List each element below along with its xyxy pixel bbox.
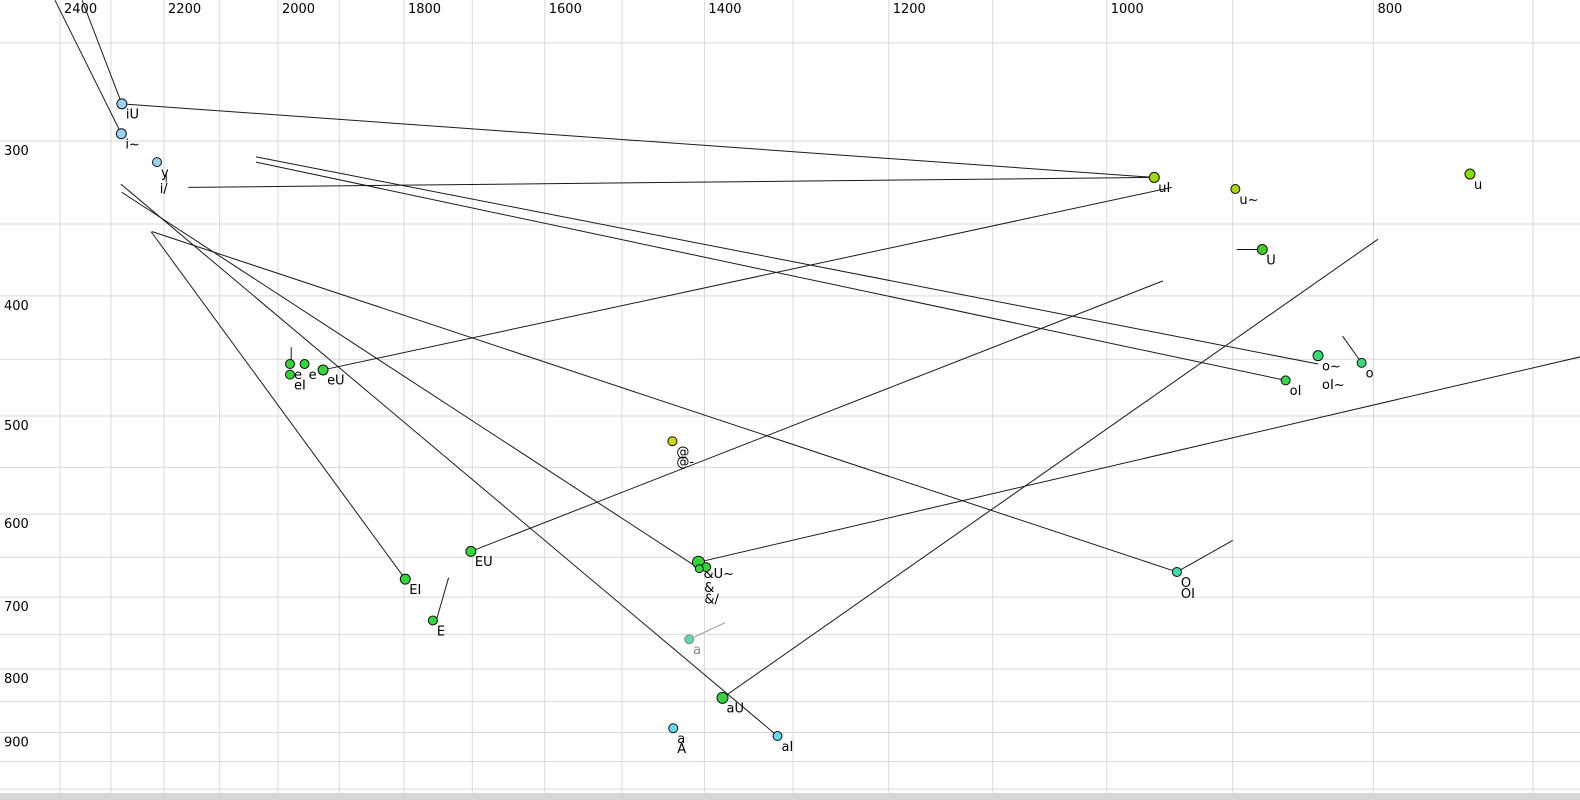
trajectory-aI [120,183,778,737]
diphthong-trajectory-lines [54,0,1580,737]
vowel-points: iU i~ yi/uI u~ u Ue eeI eU @@- o~ oI~ o oI EU EI E&U~&&… [115,98,1482,757]
trajectory-to-i~ [54,0,122,134]
vowel-label-y-2: y [161,166,169,181]
vowel-point-a-26[interactable] [668,723,679,734]
x-tick-label-2000: 2000 [282,2,315,17]
trajectory-o-tick [1342,335,1363,364]
vowel-label-u~-5: u~ [1239,193,1258,208]
vowel-label-iU-0: iU [126,108,139,123]
vowel-label-U-7: U [1266,253,1276,268]
vowel-label-o~-14: o~ [1322,359,1341,374]
y-tick-label-600: 600 [4,517,29,532]
vowel-label-e-8: e [294,368,302,383]
vowel-label-eU-11: eU [327,374,345,389]
vowel-point-EU-18[interactable] [465,545,477,557]
vowel-label-OI-30: OI [1181,587,1195,602]
y-tick-label-700: 700 [4,600,29,615]
vowel-label-@-12: @ [676,445,689,460]
vowel-label-@--13: @- [676,455,694,470]
vowel-label-aI-28: aI [782,740,794,755]
x-tick-label-1400: 1400 [708,2,741,17]
vowel-label-i~-1: i~ [125,138,140,153]
vowel-point-y-2[interactable] [151,157,162,168]
x-tick-label-1600: 1600 [549,2,582,17]
trajectory-oI [255,161,1286,381]
window-bottom-edge [0,793,1580,800]
trajectory-E-tick [436,577,450,619]
x-tick-label-2200: 2200 [168,2,201,17]
x-axis-tick-labels: 2400 2200 2000 1800 1600 1400 1200 1000 800 [64,2,1402,17]
vowel-label-a-24: a [693,643,701,658]
y-tick-label-800: 800 [4,672,29,687]
y-tick-label-400: 400 [4,299,29,314]
vowel-label-i/-3: i/ [160,182,169,197]
trajectory-O-tick [1176,539,1233,573]
vowel-point-o~-14[interactable] [1312,350,1324,362]
vowel-label-aU-25: aU [727,702,744,717]
vowel-point-e-9[interactable] [299,359,310,370]
trajectory-oI~ [255,156,1319,365]
trajectory-&U~ [698,356,1580,563]
trajectory-EI [150,231,406,580]
trajectory-iU [121,103,1155,178]
vowel-label-oI-17: oI [1290,384,1302,399]
vowel-label-eI-10: eI [294,378,306,393]
vowel-point-a-24[interactable] [684,634,695,645]
vowel-label-&-22: & [704,581,714,596]
vowel-point-e-8[interactable] [285,359,296,370]
vowel-label-&/-23: &/ [704,593,719,608]
vowel-label-a-26: a [677,732,685,747]
vowel-point-oI-17[interactable] [1280,375,1291,386]
trajectory-to-iU [81,0,123,105]
trajectory-aU [722,238,1379,699]
vowel-label-EU-18: EU [475,555,493,570]
vowel-label-oI~-15: oI~ [1322,378,1345,393]
x-tick-label-1800: 1800 [408,2,441,17]
vowel-label-u-6: u [1474,178,1482,193]
trajectory-a-grey-tick [692,622,726,639]
vowel-label-O-29: O [1181,576,1191,591]
vowel-point-o-16[interactable] [1356,357,1367,368]
vowel-point-uI-4[interactable] [1148,171,1160,183]
vowel-point-eU-11[interactable] [317,364,329,376]
trajectory-EU [470,280,1164,552]
x-tick-label-2400: 2400 [64,2,97,17]
y-tick-label-300: 300 [4,144,29,159]
trajectory-&/ [121,191,700,570]
vowel-point-eI-10[interactable] [285,369,296,380]
vowel-point-i~-1[interactable] [115,128,127,140]
x-tick-label-1000: 1000 [1111,2,1144,17]
vowel-label-A-27: A [677,742,686,757]
vowel-point-u~-5[interactable] [1230,184,1241,195]
y-tick-label-500: 500 [4,419,29,434]
vowel-point-U-7[interactable] [1256,244,1268,256]
trajectory-OI [151,231,1178,573]
vowel-label-EI-19: EI [409,583,421,598]
vowel-point-@-12[interactable] [667,436,678,447]
vowel-label-E-20: E [437,624,445,639]
trajectory-eU [322,186,1172,371]
vowel-label-e-9: e [309,368,317,383]
x-tick-label-800: 800 [1378,2,1403,17]
vowel-point-aU-25[interactable] [716,691,729,704]
vowel-point-EI-19[interactable] [399,573,411,585]
vowel-point-&/-23[interactable] [694,564,704,574]
vowel-point-aI-28[interactable] [772,731,783,742]
vowel-label-&U~-21: &U~ [703,567,734,582]
trajectory-uI [188,176,1155,188]
vowel-point-iU-0[interactable] [116,98,128,110]
vowel-label-o-16: o [1366,367,1374,382]
vowel-label-uI-4: uI [1158,181,1170,196]
vowel-point-E-20[interactable] [427,615,438,626]
x-tick-label-1200: 1200 [893,2,926,17]
vowel-point-u-6[interactable] [1464,168,1476,180]
vowel-point-O-29[interactable] [1171,566,1182,577]
y-tick-label-900: 900 [4,735,29,750]
